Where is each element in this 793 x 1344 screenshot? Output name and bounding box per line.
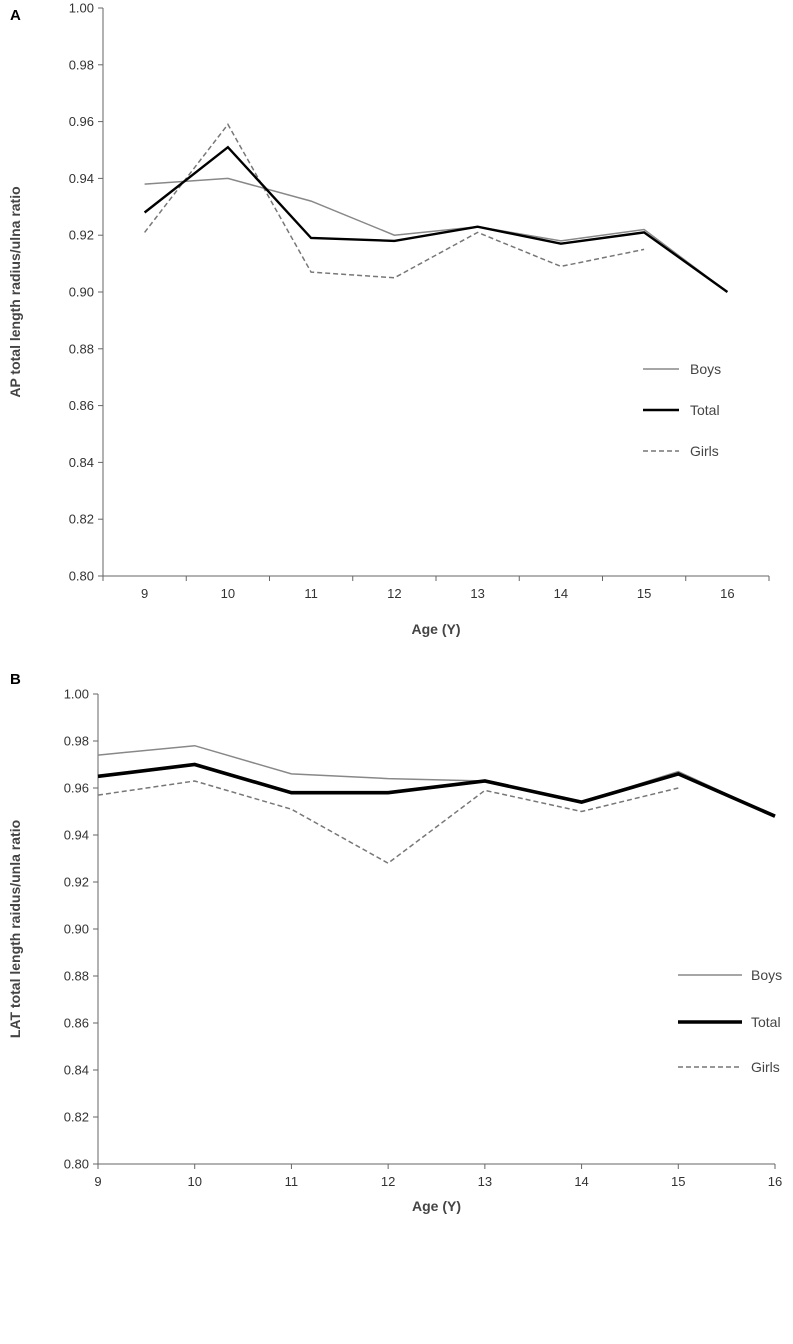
- x-tick-label: 15: [637, 586, 651, 601]
- y-tick-label: 0.98: [69, 57, 94, 72]
- x-tick-label: 13: [478, 1174, 492, 1189]
- x-axis-title: Age (Y): [412, 621, 461, 637]
- series-line-boys: [97, 744, 776, 817]
- y-tick-label: 0.94: [69, 171, 94, 186]
- series-line-girls: [144, 123, 645, 279]
- y-tick-label: 0.90: [64, 922, 89, 937]
- x-tick-label: 10: [221, 586, 235, 601]
- x-tick-label: 15: [671, 1174, 685, 1189]
- series-line-total: [97, 762, 776, 818]
- y-tick-label: 0.86: [64, 1016, 89, 1031]
- x-tick-label: 11: [304, 586, 318, 601]
- x-tick-label: 9: [141, 586, 148, 601]
- x-tick-label: 12: [387, 586, 401, 601]
- y-tick-label: 0.86: [69, 398, 94, 413]
- x-tick-label: 16: [768, 1174, 782, 1189]
- series-line-boys: [144, 177, 728, 293]
- y-tick-label: 0.96: [69, 114, 94, 129]
- y-tick-label: 0.92: [64, 875, 89, 890]
- x-tick-label: 12: [381, 1174, 395, 1189]
- y-tick-label: 0.92: [69, 228, 94, 243]
- y-tick-label: 0.96: [64, 781, 89, 796]
- y-tick-label: 0.82: [64, 1110, 89, 1125]
- y-tick-label: 1.00: [64, 687, 89, 702]
- panel-label: A: [10, 7, 21, 24]
- legend-label-girls: Girls: [751, 1059, 780, 1075]
- series-line-girls: [97, 780, 679, 865]
- panel-label: B: [10, 671, 21, 688]
- x-tick-label: 11: [285, 1174, 299, 1189]
- series-line-total: [143, 145, 729, 293]
- y-tick-label: 0.84: [64, 1063, 89, 1078]
- y-tick-label: 0.80: [64, 1157, 89, 1172]
- x-tick-label: 9: [94, 1174, 101, 1189]
- y-tick-label: 0.98: [64, 734, 89, 749]
- legend-label-girls: Girls: [690, 443, 719, 459]
- y-tick-label: 0.80: [69, 569, 94, 584]
- x-tick-label: 13: [470, 586, 484, 601]
- y-axis-title: AP total length radius/ulna ratio: [7, 186, 23, 397]
- x-tick-label: 10: [187, 1174, 201, 1189]
- legend-label-boys: Boys: [751, 967, 782, 983]
- x-tick-label: 14: [554, 586, 568, 601]
- legend-label-total: Total: [751, 1014, 781, 1030]
- y-tick-label: 0.84: [69, 455, 94, 470]
- y-tick-label: 0.88: [64, 969, 89, 984]
- y-tick-label: 0.90: [69, 285, 94, 300]
- y-tick-label: 0.88: [69, 341, 94, 356]
- chart-panel-b: B 0.80 0.82 0.84 0.86 0.88 0.90 0.92 0.94 0.96 0.9…: [7, 671, 782, 1214]
- y-axis-title: LAT total length raidus/unla ratio: [7, 820, 23, 1038]
- legend-label-total: Total: [690, 402, 720, 418]
- legend-label-boys: Boys: [690, 361, 721, 377]
- y-tick-label: 0.82: [69, 512, 94, 527]
- x-tick-label: 16: [720, 586, 734, 601]
- x-tick-label: 14: [574, 1174, 588, 1189]
- x-axis-title: Age (Y): [412, 1198, 461, 1214]
- y-tick-label: 0.94: [64, 828, 89, 843]
- y-tick-label: 1.00: [69, 1, 94, 16]
- chart-panel-a: A 0.80 0.82 0.84 0.86 0.88 0.90 0.92 0.94 0.96 0.9…: [7, 1, 770, 637]
